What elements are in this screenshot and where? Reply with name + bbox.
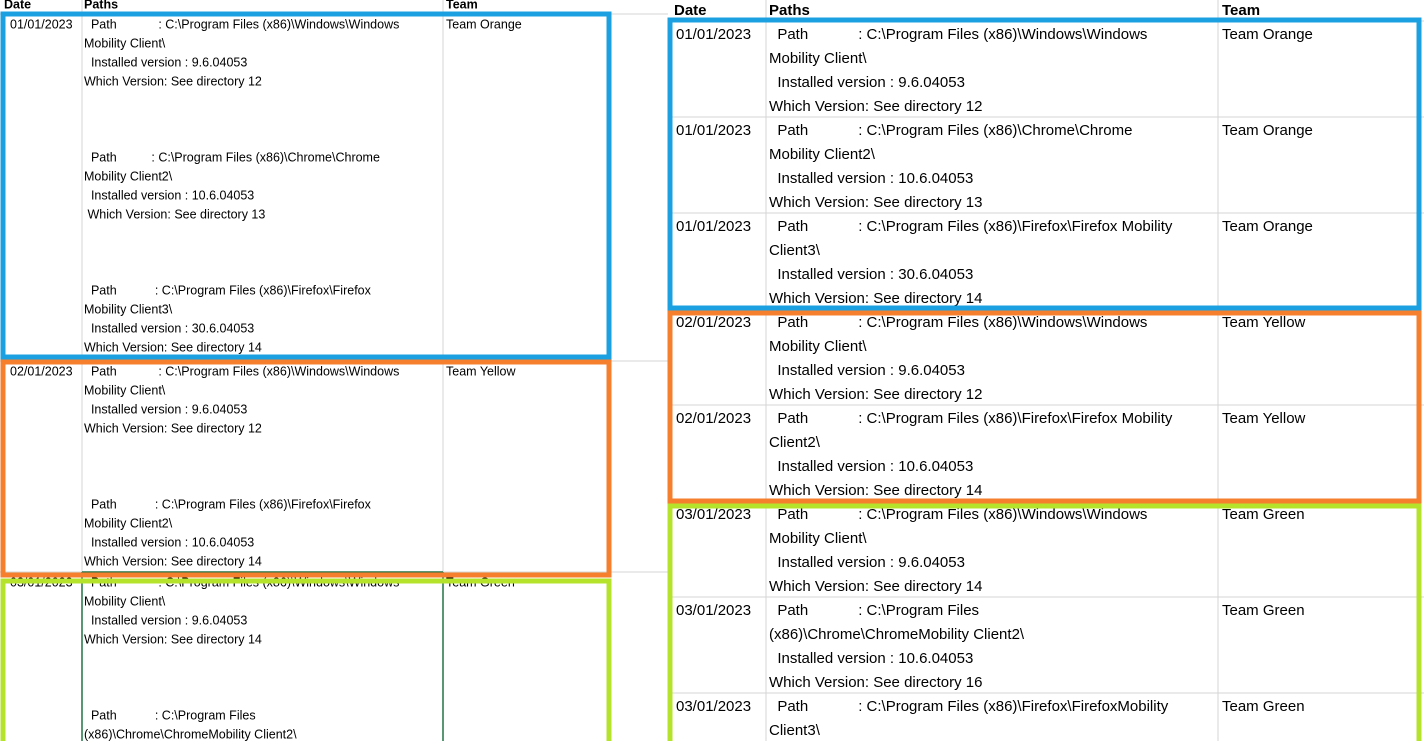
path-line: Path : C:\Program Files (x86)\Windows\Wi… (769, 314, 1147, 331)
path-line: Path : C:\Program Files (x86)\Windows\Wi… (769, 506, 1147, 523)
path-line: Client3\ (769, 242, 821, 259)
path-line: Path : C:\Program Files (x86)\Windows\Wi… (769, 26, 1147, 43)
path-line: Installed version : 10.6.04053 (769, 458, 973, 475)
team-cell: Team Yellow (1222, 410, 1306, 427)
team-cell: Team Green (1222, 602, 1305, 619)
path-line: Path : C:\Program Files (x86)\Firefox\Fi… (769, 410, 1173, 427)
team-cell: Team Green (1222, 506, 1305, 523)
path-line: (x86)\Chrome\ChromeMobility Client2\ (769, 626, 1025, 643)
path-line: Installed version : 9.6.04053 (769, 74, 965, 91)
team-cell: Team Orange (1222, 218, 1313, 235)
green-box (0, 578, 612, 741)
path-line: Mobility Client\ (769, 50, 867, 67)
path-line: Mobility Client3\ (84, 302, 173, 316)
date-cell: 03/01/2023 (676, 506, 751, 523)
path-line: Installed version : 10.6.04053 (84, 535, 254, 549)
path-line: Which Version: See directory 14 (769, 290, 982, 307)
path-line: Mobility Client\ (84, 594, 166, 608)
path-line: Client2\ (769, 434, 821, 451)
team-cell: Team Yellow (446, 364, 516, 378)
path-line: Installed version : 9.6.04053 (84, 613, 247, 627)
highlight-boxes (0, 11, 1422, 741)
date-cell: 03/01/2023 (676, 602, 751, 619)
path-line: Which Version: See directory 12 (769, 386, 982, 403)
path-line: Installed version : 30.6.04053 (769, 266, 973, 283)
path-line: Installed version : 9.6.04053 (769, 362, 965, 379)
date-cell: 02/01/2023 (676, 410, 751, 427)
team-cell: Team Green (1222, 698, 1305, 715)
column-header: Team (446, 0, 478, 11)
path-line: (x86)\Chrome\ChromeMobility Client2\ (84, 727, 297, 741)
path-line: Installed version : 10.6.04053 (84, 188, 254, 202)
path-line: Which Version: See directory 14 (769, 482, 982, 499)
column-header: Date (4, 0, 31, 11)
date-cell: 01/01/2023 (676, 26, 751, 43)
date-cell: 03/01/2023 (676, 698, 751, 715)
path-line: Mobility Client\ (769, 338, 867, 355)
path-line: Path : C:\Program Files (769, 602, 979, 619)
column-header: Date (674, 2, 707, 19)
path-line: Mobility Client\ (769, 530, 867, 547)
path-line: Path : C:\Program Files (x86)\Firefox\Fi… (84, 283, 372, 297)
date-cell: 02/01/2023 (10, 364, 73, 378)
path-line: Which Version: See directory 12 (84, 74, 262, 88)
column-header: Paths (84, 0, 118, 11)
blue-box (0, 11, 612, 360)
path-line: Which Version: See directory 13 (769, 194, 982, 211)
team-cell: Team Orange (1222, 26, 1313, 43)
path-line: Installed version : 9.6.04053 (769, 554, 965, 571)
orange-box (667, 310, 1422, 504)
path-line: Path : C:\Program Files (x86)\Firefox\Fi… (769, 218, 1173, 235)
path-line: Which Version: See directory 12 (769, 98, 982, 115)
path-line: Installed version : 9.6.04053 (84, 55, 247, 69)
path-line: Mobility Client2\ (84, 516, 173, 530)
green-box (667, 503, 1422, 741)
path-line: Which Version: See directory 14 (769, 578, 982, 595)
path-line: Which Version: See directory 13 (84, 207, 265, 221)
team-cell: Team Yellow (1222, 314, 1306, 331)
path-line: Mobility Client\ (84, 36, 166, 50)
orange-box (0, 359, 612, 578)
date-cell: 01/01/2023 (10, 17, 73, 31)
path-line: Installed version : 10.6.04053 (769, 650, 973, 667)
date-cell: 01/01/2023 (676, 218, 751, 235)
path-line: Mobility Client2\ (84, 169, 173, 183)
date-cell: 01/01/2023 (676, 122, 751, 139)
column-header: Team (1222, 2, 1260, 19)
path-line: Path : C:\Program Files (84, 708, 256, 722)
path-line: Which Version: See directory 14 (84, 340, 262, 354)
date-cell: 02/01/2023 (676, 314, 751, 331)
team-cell: Team Orange (1222, 122, 1313, 139)
path-line: Installed version : 30.6.04053 (84, 321, 254, 335)
blue-box (667, 17, 1422, 311)
path-line: Which Version: See directory 12 (84, 421, 262, 435)
path-line: Installed version : 9.6.04053 (84, 402, 247, 416)
path-line: Path : C:\Program Files (x86)\Chrome\Chr… (769, 122, 1132, 139)
path-line: Mobility Client2\ (769, 146, 876, 163)
path-line: Path : C:\Program Files (x86)\Windows\Wi… (84, 17, 399, 31)
path-line: Mobility Client\ (84, 383, 166, 397)
path-line: Installed version : 10.6.04053 (769, 170, 973, 187)
path-line: Path : C:\Program Files (x86)\Windows\Wi… (84, 364, 399, 378)
content: Date Paths Team 01/01/2023 Team Orange Path … (4, 0, 1313, 741)
path-line: Path : C:\Program Files (x86)\Firefox\Fi… (84, 497, 372, 511)
team-cell: Team Orange (446, 17, 522, 31)
path-line: Client3\ (769, 722, 821, 739)
path-line: Which Version: See directory 14 (84, 632, 262, 646)
path-line: Path : C:\Program Files (x86)\Chrome\Chr… (84, 150, 380, 164)
path-line: Which Version: See directory 16 (769, 674, 982, 691)
path-line: Which Version: See directory 14 (84, 554, 262, 568)
path-line: Path : C:\Program Files (x86)\Firefox\Fi… (769, 698, 1169, 715)
column-header: Paths (769, 2, 810, 19)
